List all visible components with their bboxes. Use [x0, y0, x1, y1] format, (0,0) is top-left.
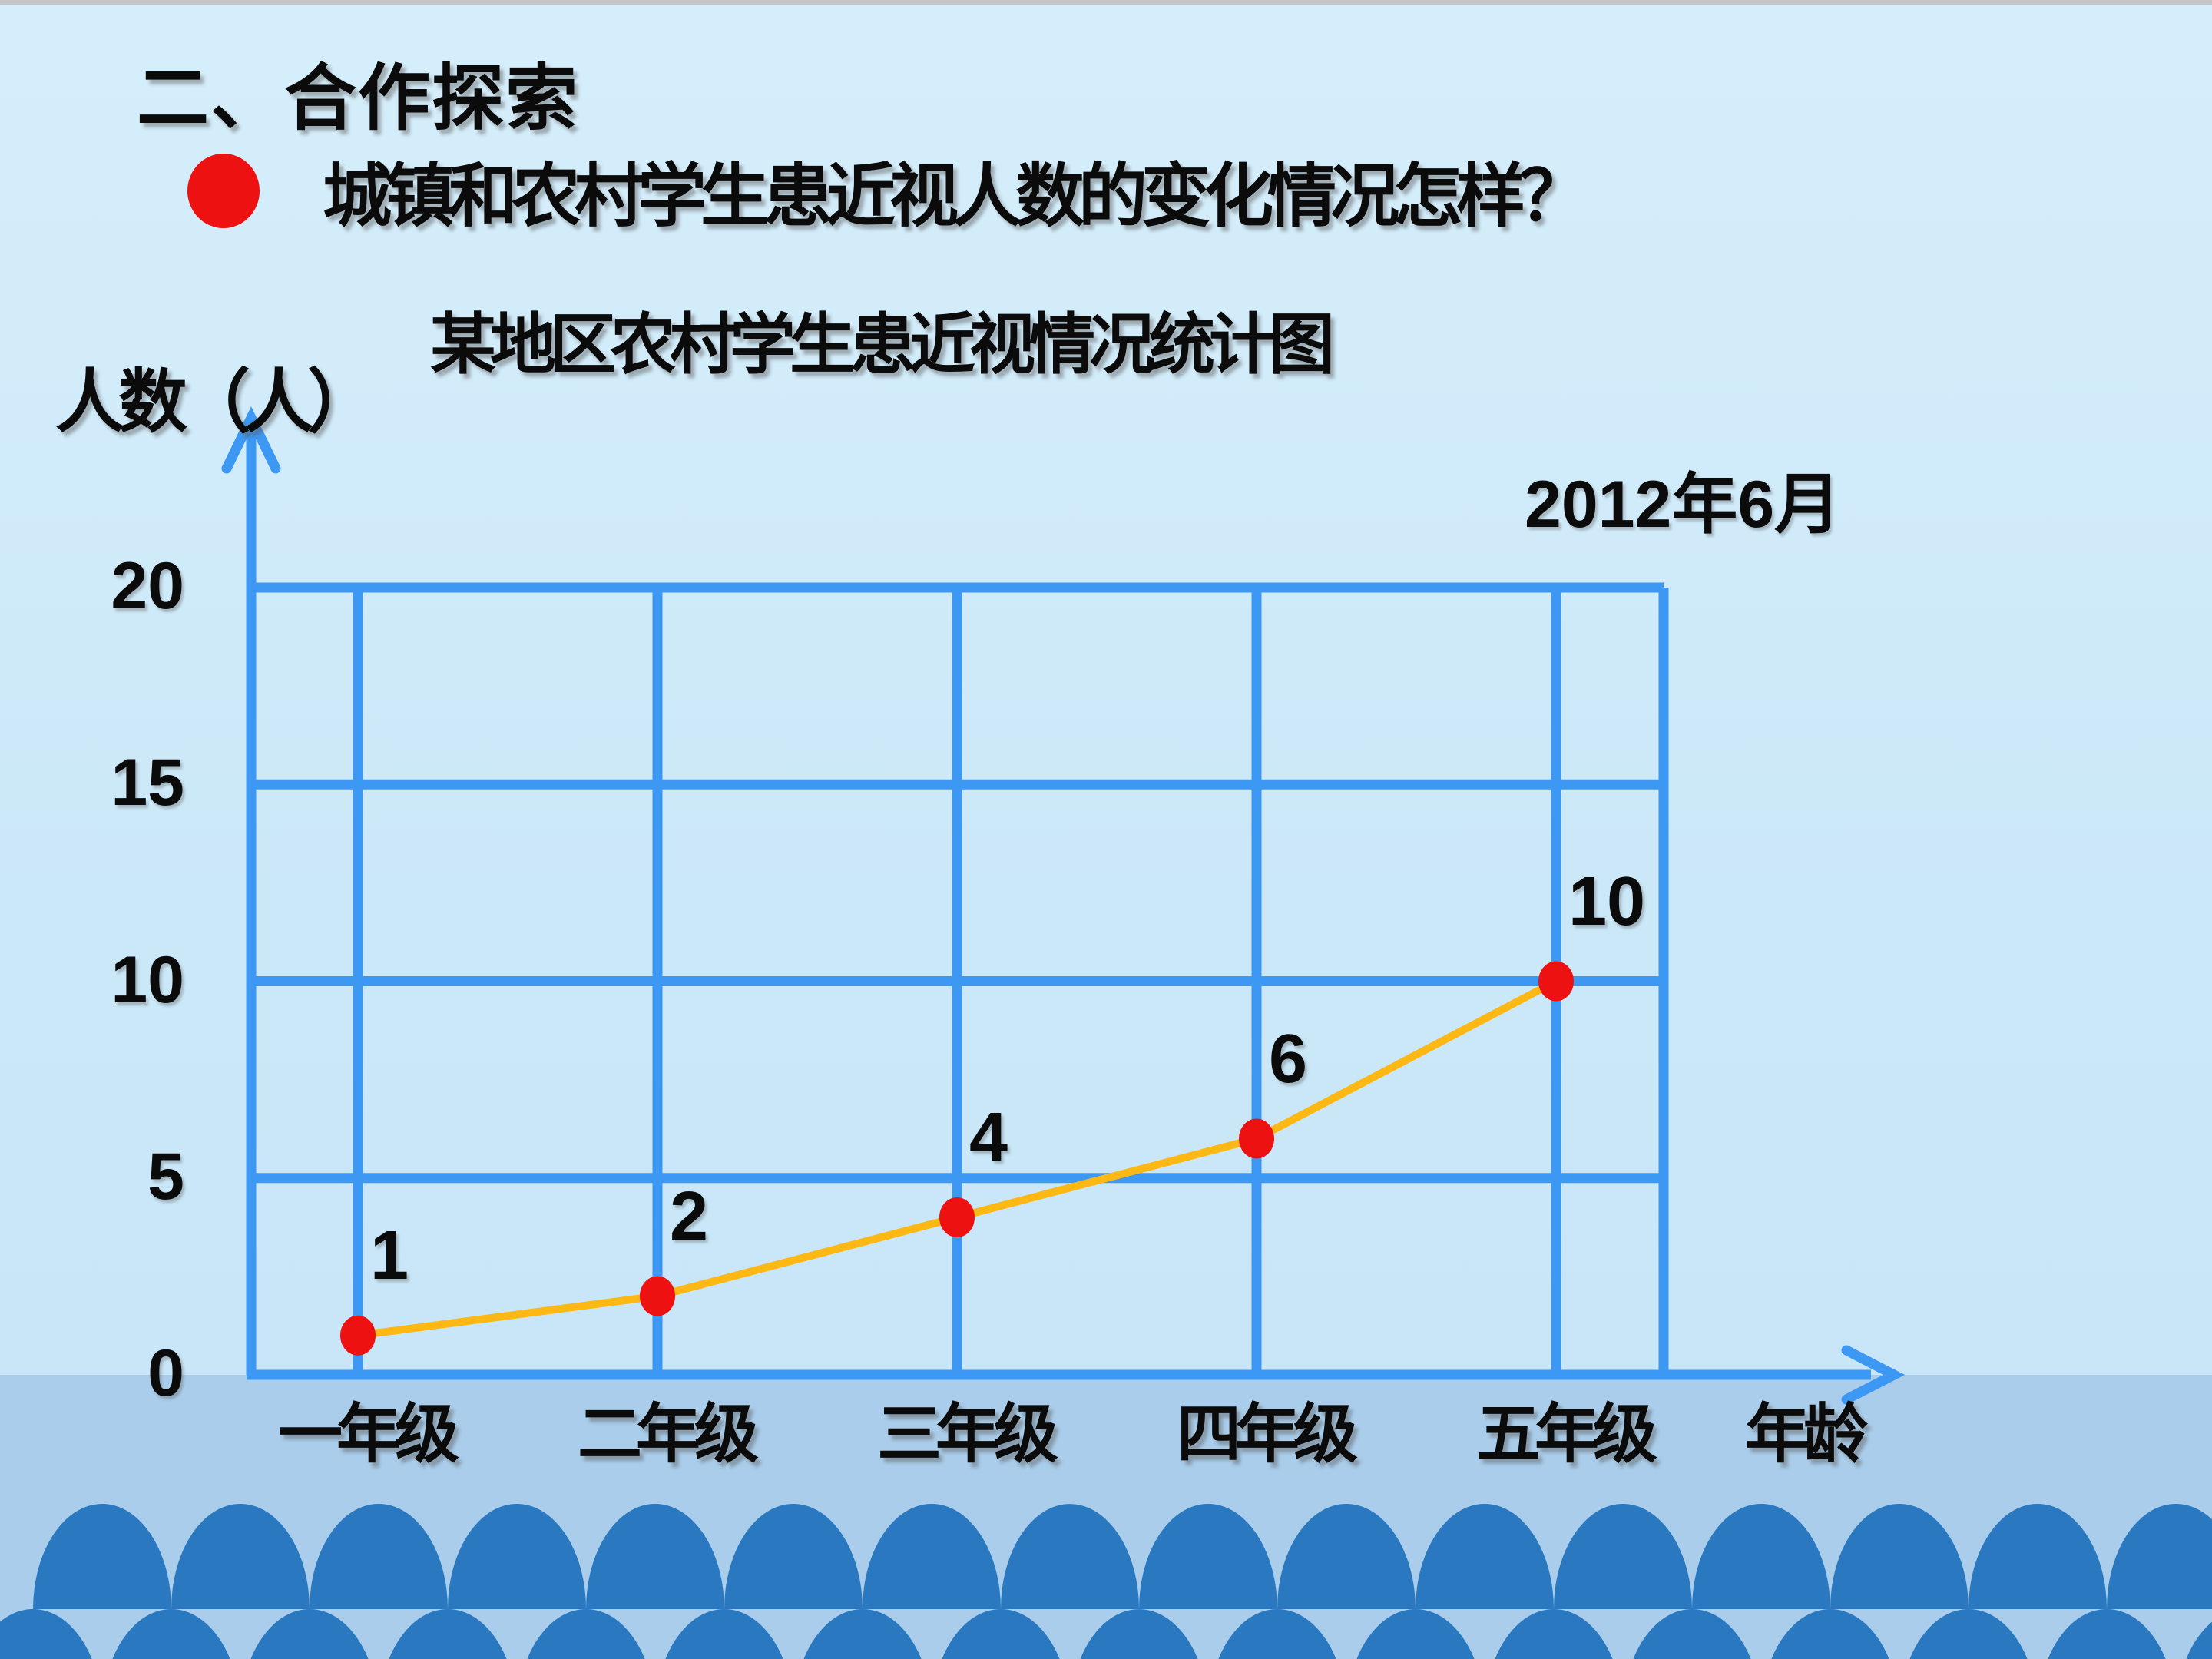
window-top-edge	[0, 0, 2212, 5]
x-axis-title: 年龄	[1745, 1396, 1868, 1472]
data-point	[939, 1197, 975, 1237]
question-text: 城镇和农村学生患近视人数的变化情况怎样？	[323, 156, 1588, 237]
axes	[221, 406, 1906, 1405]
y-tick-label: 0	[147, 1336, 184, 1410]
data-point	[640, 1276, 675, 1316]
y-tick-label: 15	[111, 746, 184, 820]
data-point-value-label: 4	[969, 1099, 1008, 1176]
bullet-icon	[187, 154, 260, 228]
data-point	[1239, 1118, 1274, 1159]
y-tick-label: 5	[147, 1139, 184, 1214]
x-category-label: 一年级	[277, 1396, 459, 1472]
data-point-value-label: 1	[370, 1217, 409, 1294]
data-point	[1538, 961, 1574, 1002]
data-point-value-label: 6	[1269, 1020, 1308, 1098]
x-category-label: 四年级	[1176, 1396, 1358, 1472]
x-category-label: 二年级	[577, 1396, 759, 1472]
data-point-value-label: 2	[670, 1177, 709, 1255]
grid-lines	[251, 582, 1669, 1380]
section-heading: 二、合作探索	[137, 57, 580, 141]
y-tick-label: 20	[111, 549, 184, 623]
y-axis-title: 人数（人）	[55, 362, 376, 442]
x-category-label: 五年级	[1475, 1396, 1657, 1472]
chart-title: 某地区农村学生患近视情况统计图	[430, 306, 1335, 383]
y-axis-arrowhead	[221, 406, 281, 474]
data-point	[340, 1315, 376, 1356]
x-category-label: 三年级	[876, 1396, 1058, 1472]
chart-date-annotation: 2012年6月	[1525, 468, 1841, 541]
data-point-value-label: 10	[1568, 863, 1646, 940]
wave-scallop-row-upper	[33, 1504, 2212, 1609]
wave-scallop-row-lower	[0, 1609, 2212, 1659]
y-tick-label: 10	[111, 942, 184, 1017]
x-axis-arrowhead	[1841, 1345, 1906, 1405]
